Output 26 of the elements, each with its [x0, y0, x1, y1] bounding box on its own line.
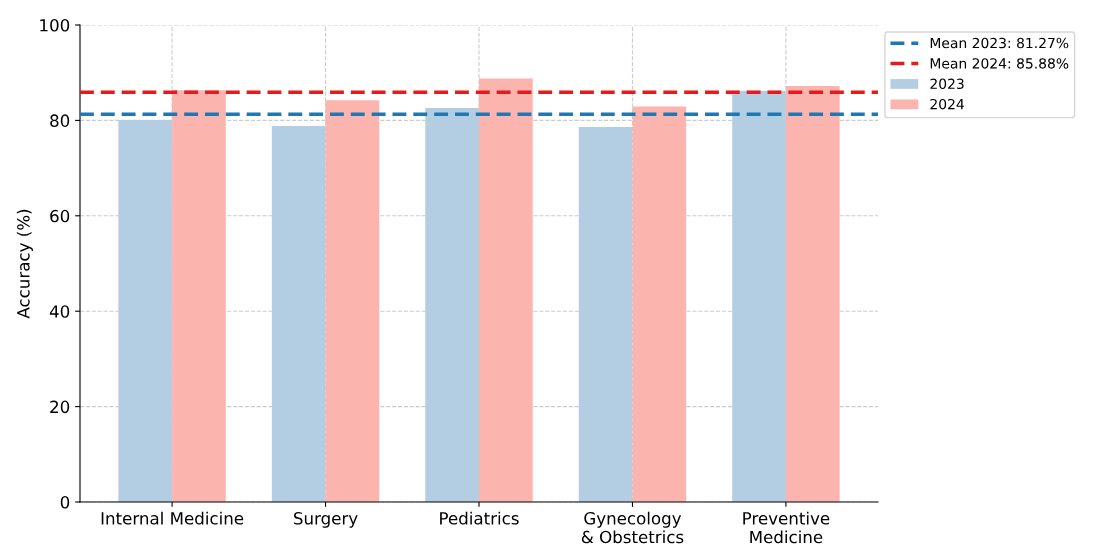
- y-tick-label: 100: [40, 18, 70, 32]
- bar: [479, 78, 533, 502]
- bar: [118, 119, 173, 502]
- x-tick-label: Pediatrics: [440, 511, 519, 525]
- legend-label: Mean 2024: 85.88%: [930, 58, 1069, 69]
- bar: [785, 86, 840, 502]
- bar: [172, 90, 226, 502]
- bar: [732, 90, 786, 502]
- bar: [578, 127, 633, 502]
- x-tick-label: Preventive Medicine: [743, 511, 830, 544]
- y-axis-title: Accuracy (%): [16, 209, 33, 319]
- legend-label: 2024: [930, 98, 964, 110]
- legend-label: Mean 2023: 81.27%: [930, 37, 1069, 49]
- x-tick-label: Internal Medicine: [101, 511, 244, 525]
- x-tick-label: Surgery: [294, 512, 358, 528]
- y-tick-label: 20: [50, 400, 70, 414]
- y-tick-label: 80: [50, 114, 70, 127]
- y-tick-label: 60: [50, 209, 70, 223]
- x-tick-label: Gynecology & Obstetrics: [581, 511, 684, 544]
- bar: [632, 106, 687, 502]
- y-tick-label: 40: [49, 305, 70, 318]
- y-tick-label: 0: [60, 495, 70, 509]
- bar: [425, 108, 479, 502]
- bar: [325, 100, 380, 502]
- bar: [271, 126, 326, 502]
- legend-label: 2023: [930, 78, 964, 90]
